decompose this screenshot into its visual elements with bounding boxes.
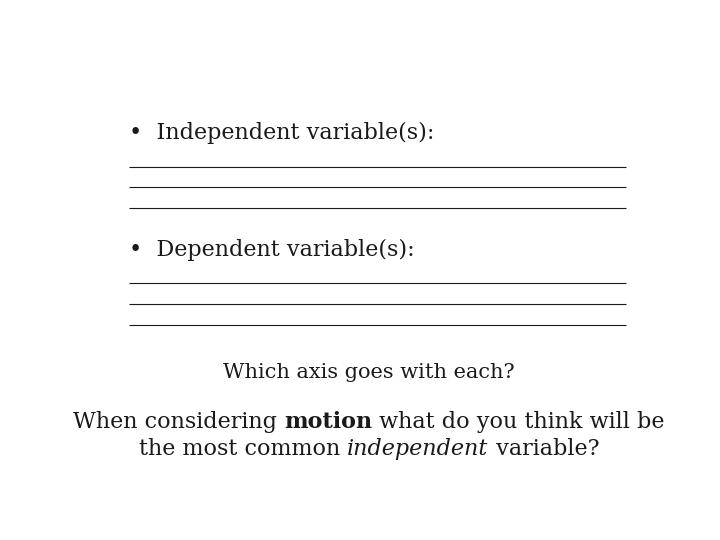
Text: the most common: the most common — [139, 438, 347, 461]
Text: independent: independent — [347, 438, 489, 461]
Text: •  Dependent variable(s):: • Dependent variable(s): — [129, 239, 415, 261]
Text: motion: motion — [284, 411, 372, 434]
Text: variable?: variable? — [489, 438, 599, 461]
Text: When considering: When considering — [73, 411, 284, 434]
Text: •  Independent variable(s):: • Independent variable(s): — [129, 123, 434, 145]
Text: Which axis goes with each?: Which axis goes with each? — [223, 363, 515, 382]
Text: what do you think will be: what do you think will be — [372, 411, 665, 434]
